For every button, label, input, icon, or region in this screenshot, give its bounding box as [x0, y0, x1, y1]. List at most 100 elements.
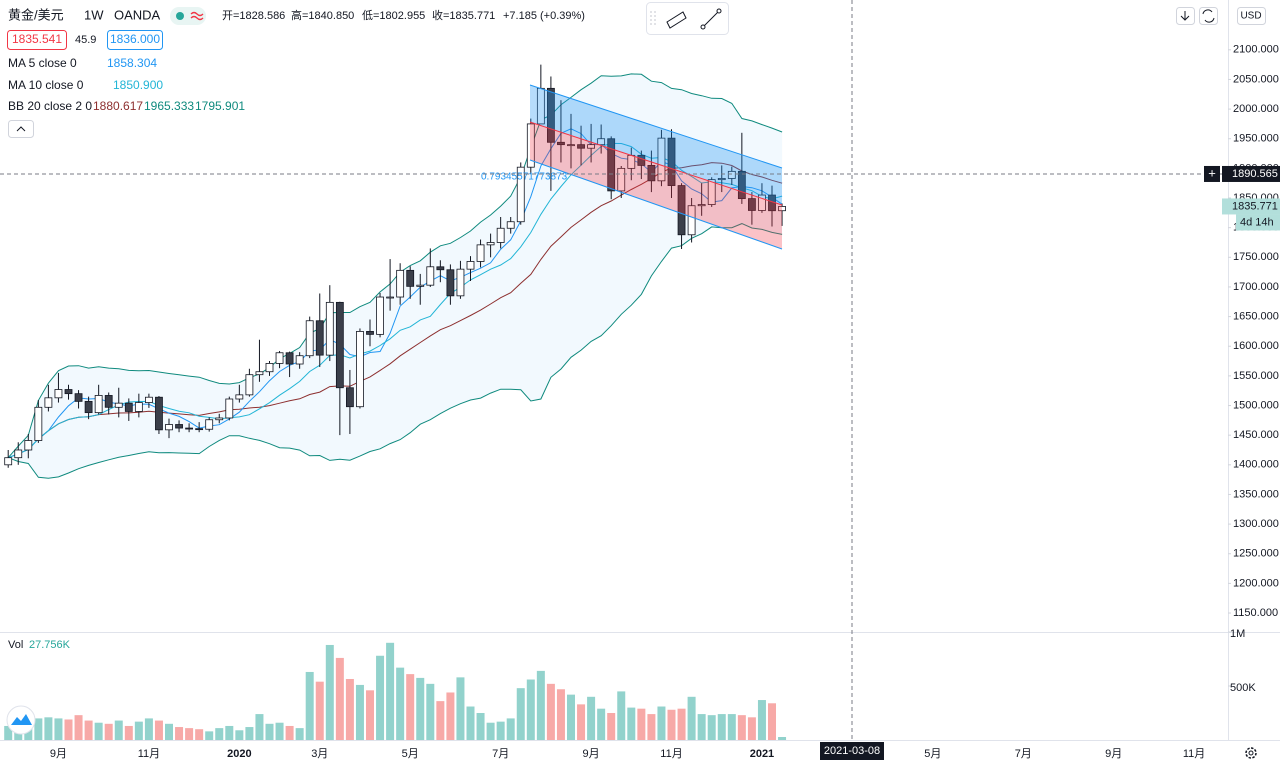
volume-bar [185, 728, 194, 740]
candle-body [748, 198, 756, 211]
spread: 45.9 [75, 34, 96, 46]
volume-bar [4, 725, 13, 740]
indicator-name[interactable]: MA 5 close 0 [8, 56, 77, 70]
volume-bar [567, 694, 575, 740]
channel-bottom [529, 159, 783, 250]
candle-body [315, 320, 324, 356]
status-dot [176, 12, 184, 20]
candle-body [617, 167, 626, 192]
volume-bar [396, 667, 405, 740]
volume-bar [456, 677, 465, 740]
crosshair-date: 2021-03-08 [824, 745, 880, 757]
candle-body [305, 320, 314, 357]
candle-body [647, 165, 656, 182]
volume-bar [707, 715, 716, 740]
candle-body [94, 395, 103, 414]
regression-channel[interactable]: 0.79345571773873 [481, 84, 783, 250]
y-tick-label: 1600.000 [1233, 340, 1279, 352]
candle-body [54, 389, 63, 399]
candle-body [496, 227, 505, 243]
volume-bar [305, 671, 314, 740]
ask: 1836.000 [110, 32, 160, 46]
indicator-value: 1850.900 [113, 78, 163, 92]
collapse-button[interactable] [8, 120, 34, 138]
volume-bar [355, 684, 364, 740]
volume-bar [54, 718, 63, 740]
volume-bar [778, 737, 787, 740]
channel-lower [530, 122, 782, 249]
indicator-name[interactable]: BB 20 close 2 0 [8, 99, 92, 113]
plot [4, 64, 787, 740]
candle-body [778, 206, 786, 212]
volume-bar [345, 678, 354, 740]
bb-fill [8, 73, 783, 479]
ask-box[interactable] [107, 30, 163, 50]
volume-bar [275, 722, 284, 740]
x-tick-label: 2021 [750, 748, 774, 760]
volume-bar [64, 719, 73, 740]
scroll-icon [1180, 11, 1190, 21]
volume-bar [526, 679, 535, 740]
ohlc-open: 开=1828.586 [222, 10, 285, 22]
candle-body [175, 424, 183, 429]
candle-body [165, 424, 173, 431]
candle-body [396, 269, 405, 298]
logo[interactable] [6, 705, 36, 735]
candle-body [376, 296, 384, 335]
volume-bar [386, 642, 395, 740]
candle-body [245, 374, 254, 396]
volume-bar [496, 721, 505, 740]
volume-value: 27.756K [29, 639, 71, 651]
bid-box[interactable] [7, 30, 67, 50]
interval[interactable]: 1W [84, 7, 104, 22]
volume-bar [577, 704, 586, 740]
candle-body [34, 406, 43, 441]
volume-bar [687, 696, 696, 740]
reset-icon [1202, 9, 1215, 23]
collapse-icon [16, 126, 26, 132]
volume-bar [315, 681, 324, 740]
candle-body [134, 402, 143, 412]
candle-body [597, 138, 606, 146]
volume-bar [737, 715, 746, 740]
candle-body [285, 352, 294, 365]
candle-body [124, 402, 133, 412]
ohlc-high: 高=1840.850 [291, 8, 354, 22]
x-tick-label: 7月 [492, 748, 509, 760]
candle-body [737, 170, 746, 200]
volume-bar [235, 730, 244, 740]
candle-body [24, 440, 33, 451]
status-badge[interactable] [170, 7, 206, 25]
volume-bar [144, 718, 153, 740]
candle-body [557, 141, 565, 146]
candle-body [446, 269, 455, 297]
trend-tool[interactable] [702, 10, 720, 28]
candle-body [235, 394, 244, 400]
trend-tool-end [716, 8, 722, 14]
candle-body [637, 154, 646, 166]
crosshair-price: 1890.565 [1232, 168, 1278, 180]
indicator-value: 1880.617 [93, 99, 143, 113]
ohlc-close: 收=1835.771 [432, 8, 495, 22]
x-tick-label: 9月 [583, 748, 600, 760]
candle-body [577, 144, 585, 149]
symbol[interactable]: 黄金/美元 [8, 7, 64, 22]
volume-bar [44, 717, 53, 740]
channel-tool[interactable] [666, 11, 687, 29]
volume-bar [325, 644, 334, 740]
add-alert[interactable] [1204, 165, 1220, 182]
indicator-name[interactable]: MA 10 close 0 [8, 78, 84, 92]
volume-bar [637, 708, 646, 740]
candle-body [687, 205, 696, 236]
last-price-box [1222, 198, 1280, 215]
currency-button[interactable] [1237, 7, 1266, 25]
indicator-value: 1795.901 [195, 99, 245, 113]
x-tick-label: 3月 [311, 748, 328, 760]
settings[interactable] [1245, 747, 1257, 759]
candle-body [426, 266, 435, 286]
volume-bar [536, 670, 545, 740]
candle-body [4, 457, 13, 466]
